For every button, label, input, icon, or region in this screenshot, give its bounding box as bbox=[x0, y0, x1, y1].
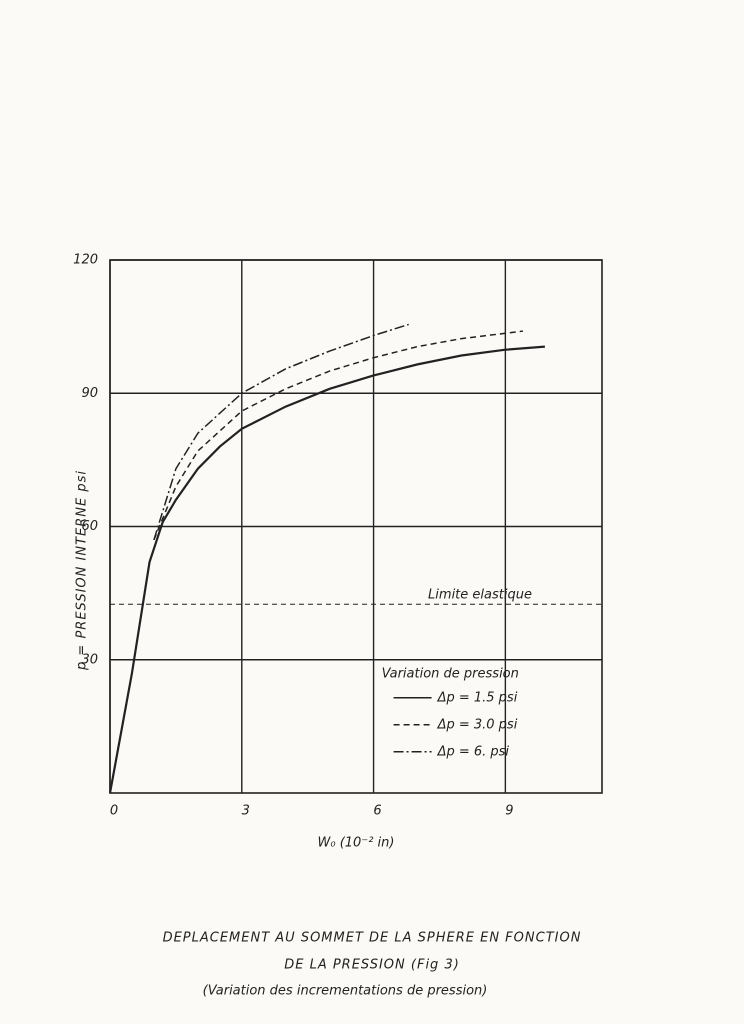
chart-subtitle: (Variation des incrementations de pressi… bbox=[203, 984, 488, 999]
data-line bbox=[153, 323, 409, 541]
legend-label: Δp = 1.5 psi bbox=[437, 690, 518, 705]
chart-title: DEPLACEMENT AU SOMMET DE LA SPHERE EN FO… bbox=[163, 931, 582, 946]
y-tick-label: 90 bbox=[81, 386, 98, 401]
data-line bbox=[108, 345, 545, 794]
legend-label: Δp = 6. psi bbox=[437, 744, 510, 759]
y-tick-label: 30 bbox=[81, 652, 98, 667]
legend-title: Variation de pression bbox=[382, 666, 519, 681]
y-axis-label: p = PRESSION INTERNE psi bbox=[75, 470, 90, 671]
x-tick-label: 9 bbox=[505, 804, 513, 819]
legend-label: Δp = 3.0 psi bbox=[437, 717, 518, 732]
x-tick-label: 0 bbox=[110, 804, 118, 819]
chart-title: DE LA PRESSION (Fig 3) bbox=[284, 958, 460, 973]
data-line bbox=[153, 330, 524, 541]
x-axis-label: W₀ (10⁻² in) bbox=[318, 836, 395, 851]
x-tick-label: 3 bbox=[242, 804, 250, 819]
x-tick-label: 6 bbox=[373, 804, 381, 819]
y-tick-label: 60 bbox=[81, 519, 98, 534]
annotation: Limite elastique bbox=[428, 588, 532, 603]
y-tick-label: 120 bbox=[73, 253, 98, 268]
